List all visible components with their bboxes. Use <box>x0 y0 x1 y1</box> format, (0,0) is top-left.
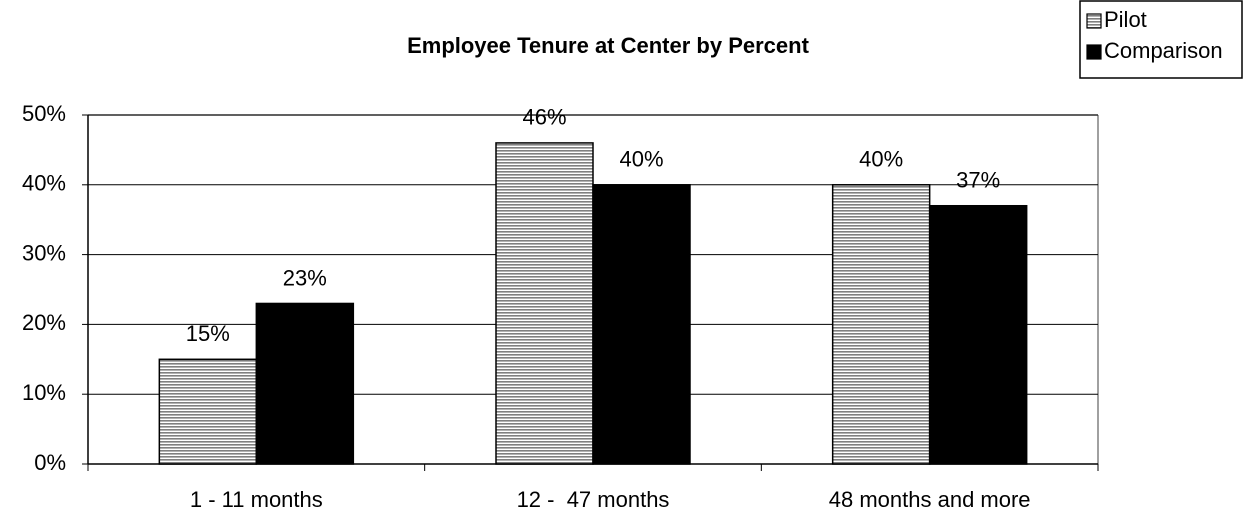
legend-label: Pilot <box>1104 7 1147 32</box>
y-tick-label: 50% <box>22 101 66 126</box>
legend-swatch <box>1086 13 1102 29</box>
bar <box>592 184 691 465</box>
y-tick-label: 40% <box>22 171 66 196</box>
legend-label: Comparison <box>1104 38 1223 63</box>
x-tick-label: 12 - 47 months <box>517 487 670 512</box>
value-label: 15% <box>186 321 230 346</box>
bar <box>158 358 258 465</box>
chart-title: Employee Tenure at Center by Percent <box>407 33 810 58</box>
value-label: 46% <box>522 105 566 130</box>
bar <box>831 184 931 465</box>
y-tick-label: 0% <box>34 450 66 475</box>
x-tick-label: 48 months and more <box>829 487 1031 512</box>
bar <box>495 142 594 465</box>
x-tick-label: 1 - 11 months <box>190 487 323 512</box>
legend-box <box>1079 0 1243 79</box>
value-label: 40% <box>619 147 663 172</box>
value-label: 37% <box>956 168 1000 193</box>
bar <box>928 204 1028 465</box>
value-label: 23% <box>283 265 327 290</box>
y-tick-label: 30% <box>22 240 66 265</box>
y-tick-label: 20% <box>22 310 66 335</box>
value-label: 40% <box>859 147 903 172</box>
y-tick-label: 10% <box>22 380 66 405</box>
bar <box>255 302 355 465</box>
legend-swatch <box>1086 44 1102 60</box>
